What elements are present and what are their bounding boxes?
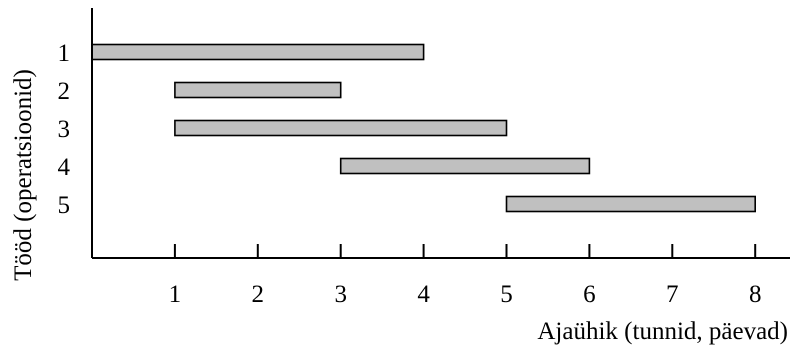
y-tick-label-5: 5 bbox=[58, 192, 71, 219]
task-bar-5 bbox=[505, 195, 756, 213]
y-tick-label-3: 3 bbox=[58, 116, 71, 143]
y-tick-label-2: 2 bbox=[58, 78, 71, 105]
x-tick-label-2: 2 bbox=[252, 281, 265, 308]
task-bar-3 bbox=[174, 119, 508, 137]
task-bar-2 bbox=[174, 81, 342, 99]
y-tick-label-1: 1 bbox=[58, 40, 71, 67]
axes-layer bbox=[91, 8, 790, 259]
x-axis-title: Ajaühik (tunnid, päevad) bbox=[537, 318, 788, 345]
y-tick-label-4: 4 bbox=[58, 154, 71, 181]
x-tick-label-3: 3 bbox=[334, 281, 347, 308]
task-bar-1 bbox=[91, 43, 425, 61]
x-tick-label-1: 1 bbox=[169, 281, 182, 308]
bars-layer bbox=[91, 43, 756, 213]
x-tick-label-6: 6 bbox=[583, 281, 596, 308]
task-bar-4 bbox=[339, 157, 591, 175]
y-axis-title: Tööd (operatsioonid) bbox=[10, 69, 37, 281]
x-ticks-layer: 1 2 3 4 5 6 7 8 bbox=[169, 244, 762, 308]
x-tick-label-7: 7 bbox=[666, 281, 679, 308]
y-tick-labels-layer: 1 2 3 4 5 bbox=[58, 40, 71, 219]
x-tick-label-5: 5 bbox=[500, 281, 513, 308]
x-tick-label-4: 4 bbox=[417, 281, 430, 308]
x-tick-label-8: 8 bbox=[749, 281, 762, 308]
